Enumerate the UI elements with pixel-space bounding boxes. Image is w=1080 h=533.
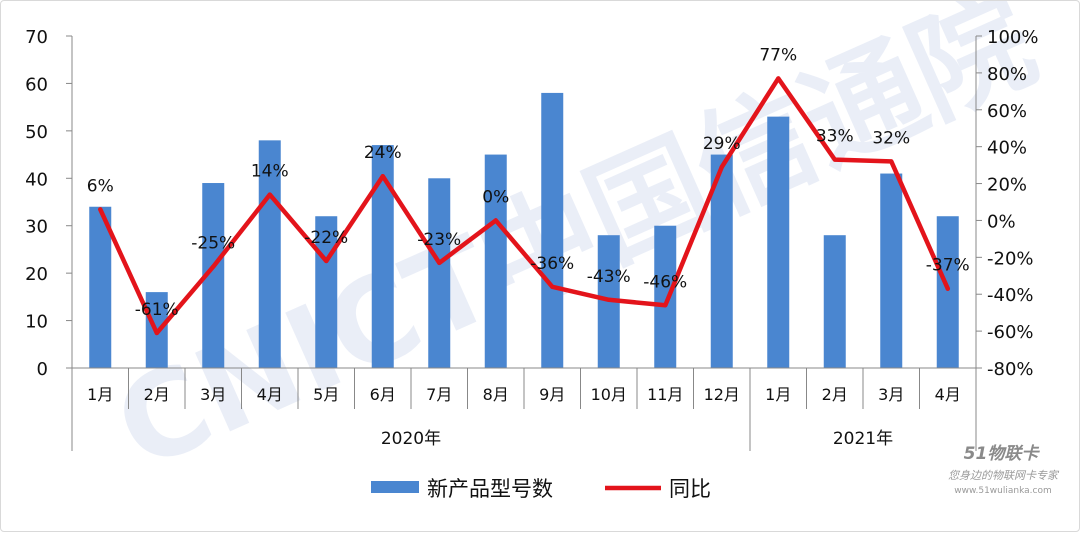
- yoy-point-8: [493, 218, 498, 223]
- x-axis-category-label: 2月: [822, 385, 848, 404]
- bar-15: [880, 173, 903, 368]
- yoy-data-label: -37%: [926, 256, 970, 276]
- left-axis-tick-label: 50: [25, 122, 48, 143]
- yoy-point-11: [663, 303, 668, 308]
- yoy-point-2: [154, 330, 159, 335]
- yoy-data-label: 24%: [364, 143, 402, 163]
- x-axis-category-label: 1月: [87, 385, 113, 404]
- yoy-data-label: 0%: [482, 187, 509, 207]
- yoy-point-1: [98, 207, 103, 212]
- yoy-point-4: [267, 192, 272, 197]
- right-axis-tick-label: -40%: [987, 285, 1034, 306]
- right-axis-tick-label: 60%: [987, 101, 1027, 122]
- bar-13: [767, 116, 790, 368]
- right-axis-tick-label: -60%: [987, 322, 1034, 343]
- x-axis-group-label: 2020年: [381, 429, 441, 449]
- x-axis-category-label: 3月: [878, 385, 904, 404]
- legend-bar-swatch: [371, 481, 419, 493]
- bar-8: [484, 154, 507, 368]
- bar-9: [541, 92, 564, 369]
- left-axis-tick-label: 10: [25, 312, 48, 333]
- yoy-point-7: [437, 260, 442, 265]
- right-axis-tick-label: 80%: [987, 64, 1027, 85]
- yoy-data-label: 14%: [251, 162, 289, 182]
- x-axis-category-label: 11月: [647, 385, 683, 404]
- bar-12: [710, 154, 733, 368]
- yoy-data-label: 32%: [872, 128, 910, 148]
- yoy-data-label: -36%: [530, 254, 574, 274]
- right-axis-tick-label: 0%: [987, 211, 1016, 232]
- x-axis-category-label: 2月: [144, 385, 170, 404]
- x-axis-category-label: 3月: [200, 385, 226, 404]
- left-axis-tick-label: 40: [25, 169, 48, 190]
- yoy-point-3: [211, 264, 216, 269]
- yoy-point-6: [380, 174, 385, 179]
- x-axis-category-label: 5月: [313, 385, 339, 404]
- yoy-point-10: [606, 297, 611, 302]
- left-axis-tick-label: 20: [25, 264, 48, 285]
- bar-16: [936, 216, 959, 368]
- legend-bar-label: 新产品型号数: [427, 477, 553, 501]
- x-axis-category-label: 6月: [370, 385, 396, 404]
- x-axis-category-label: 7月: [426, 385, 452, 404]
- right-axis-tick-label: -80%: [987, 359, 1034, 380]
- x-axis-category-label: 4月: [257, 385, 283, 404]
- x-axis-category-label: 4月: [935, 385, 961, 404]
- yoy-data-label: -25%: [191, 234, 235, 254]
- yoy-data-label: 33%: [816, 127, 854, 147]
- brand-url: www.51wulianka.com: [954, 486, 1052, 496]
- yoy-data-label: 6%: [87, 176, 114, 196]
- x-axis-group-label: 2021年: [833, 429, 893, 449]
- right-axis-tick-label: 20%: [987, 175, 1027, 196]
- yoy-point-9: [550, 284, 555, 289]
- left-axis-tick-label: 70: [25, 27, 48, 48]
- yoy-data-label: -46%: [643, 272, 687, 292]
- watermark-text: CNICT中国信通院: [96, 1, 1053, 497]
- yoy-data-label: 29%: [703, 134, 741, 154]
- yoy-data-label: -61%: [135, 300, 179, 320]
- yoy-point-12: [719, 164, 724, 169]
- left-axis-tick-label: 60: [25, 74, 48, 95]
- yoy-point-14: [832, 157, 837, 162]
- brand-tagline: 您身边的物联网卡专家: [948, 469, 1060, 482]
- left-axis-tick-label: 0: [37, 359, 48, 380]
- yoy-point-13: [776, 76, 781, 81]
- brand-logo: 51物联卡: [964, 444, 1041, 464]
- right-axis-tick-label: 40%: [987, 138, 1027, 159]
- yoy-point-5: [324, 259, 329, 264]
- left-axis-tick-label: 30: [25, 217, 48, 238]
- x-axis-category-label: 10月: [591, 385, 627, 404]
- bar-11: [654, 225, 677, 368]
- yoy-data-label: 77%: [759, 45, 797, 65]
- bar-6: [371, 145, 394, 368]
- yoy-point-15: [889, 159, 894, 164]
- yoy-line: [98, 76, 951, 336]
- legend-line-label: 同比: [669, 477, 711, 501]
- bar-14: [823, 235, 846, 368]
- x-axis-category-label: 1月: [765, 385, 791, 404]
- yoy-data-label: -23%: [417, 230, 461, 250]
- x-axis-category-label: 8月: [483, 385, 509, 404]
- bar-3: [202, 183, 225, 368]
- bar-1: [89, 206, 112, 368]
- right-axis-tick-label: 100%: [987, 27, 1038, 48]
- x-axis-category-label: 12月: [704, 385, 740, 404]
- bar-4: [258, 140, 281, 368]
- bar-7: [428, 178, 451, 368]
- right-axis-tick-label: -20%: [987, 248, 1034, 269]
- yoy-data-label: -43%: [587, 267, 631, 287]
- yoy-data-label: -22%: [304, 228, 348, 248]
- yoy-point-16: [945, 286, 950, 291]
- x-axis-category-label: 9月: [539, 385, 565, 404]
